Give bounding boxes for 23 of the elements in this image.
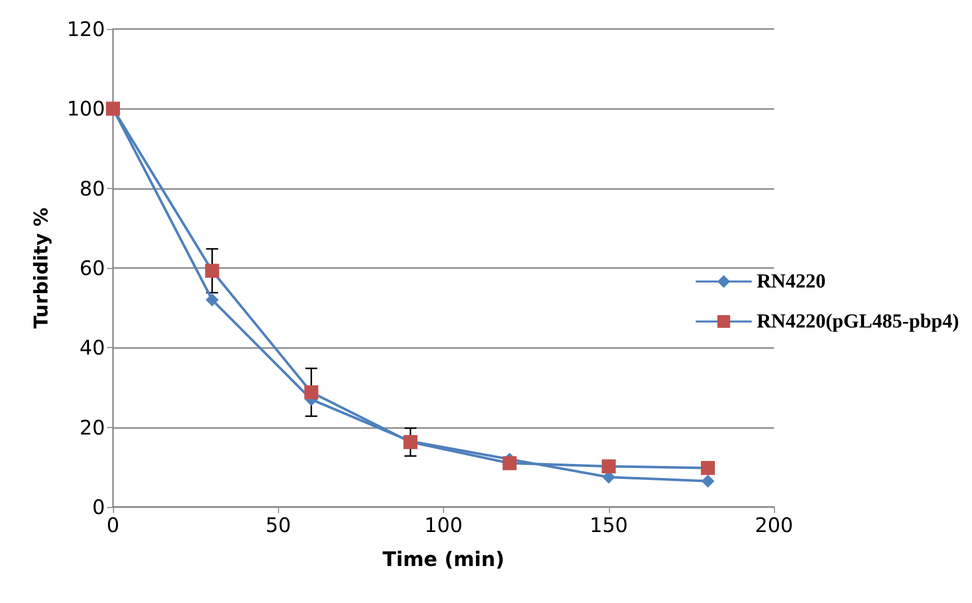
y-tick-label: 40 [80, 336, 105, 360]
y-tick-label: 120 [66, 17, 105, 41]
legend-label: RN4220(pGL485-pbp4) [756, 310, 960, 332]
point [700, 460, 715, 475]
x-tick-label: 150 [590, 513, 628, 537]
point [602, 459, 616, 474]
x-tick-label: 100 [424, 513, 463, 537]
y-tick-label: 100 [66, 96, 105, 121]
point [304, 385, 318, 400]
x-tick-label: 50 [266, 513, 291, 537]
y-axis-title: Turbidity % [30, 207, 52, 329]
x-axis-title: Time (min) [382, 547, 505, 571]
point [502, 456, 517, 470]
point [206, 293, 219, 306]
point [701, 474, 714, 488]
legend-label: RN4220 [756, 270, 826, 292]
y-tick-label: 80 [80, 176, 105, 200]
point [205, 264, 220, 278]
y-tick-label: 20 [80, 415, 105, 440]
x-tick-label: 0 [106, 513, 120, 537]
y-tick-label: 60 [80, 256, 105, 280]
y-tick-label: 0 [92, 495, 105, 519]
x-tick-label: 200 [754, 513, 794, 537]
